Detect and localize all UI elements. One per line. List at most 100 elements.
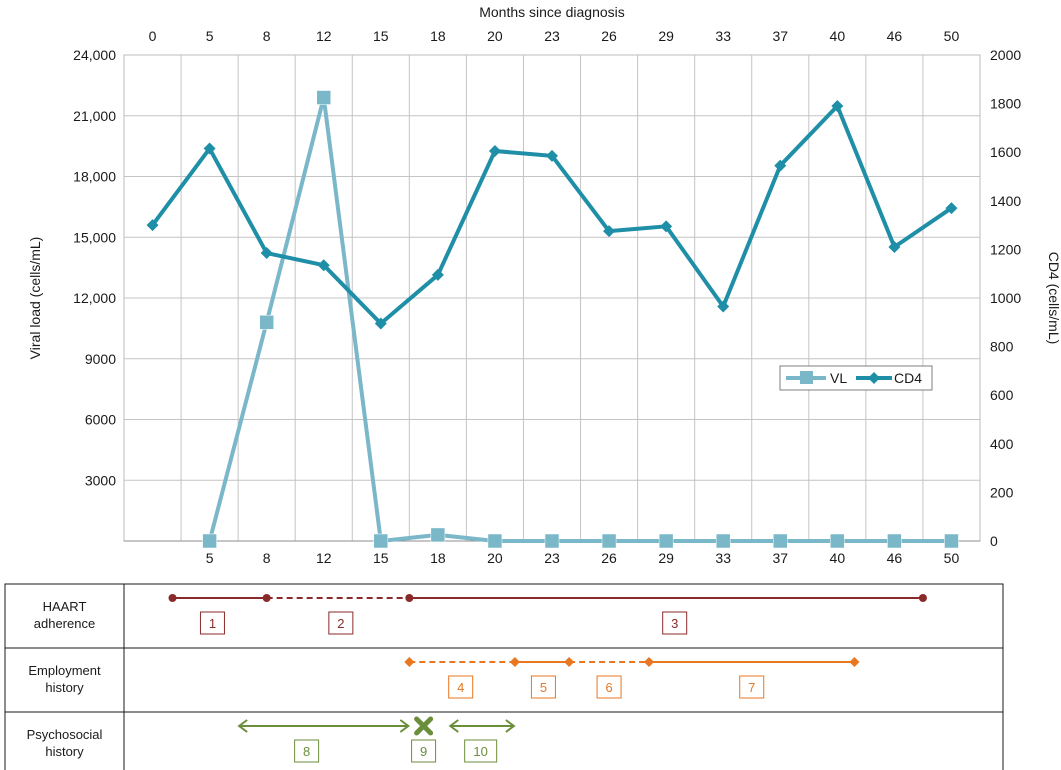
timeline-number-box — [199, 611, 225, 635]
series-point-cd4 — [717, 300, 730, 313]
timeline-number-box — [464, 739, 498, 763]
bottom-tick-label: 33 — [715, 550, 731, 566]
bottom-tick-label: 20 — [487, 550, 503, 566]
top-tick-label: 37 — [772, 28, 788, 44]
top-tick-label: 50 — [944, 28, 960, 44]
timeline-marker-dot — [918, 594, 927, 602]
top-axis-title: Months since diagnosis — [479, 4, 625, 20]
series-point-vl — [658, 533, 674, 549]
right-tick-label: 800 — [990, 339, 1014, 355]
series-point-cd4 — [660, 220, 673, 233]
right-tick-label: 1200 — [990, 241, 1021, 257]
timeline-arrowhead-left — [448, 719, 459, 733]
right-tick-label: 1400 — [990, 193, 1021, 209]
bottom-tick-label: 23 — [544, 550, 560, 566]
series-point-vl — [544, 533, 560, 549]
timeline-number-label: 6 — [605, 680, 612, 695]
timeline-arrowhead-right — [505, 719, 516, 733]
series-point-vl — [259, 315, 274, 330]
series-point-vl — [430, 527, 446, 543]
timeline-row-label: history — [45, 744, 84, 759]
right-axis-title: CD4 (cells/mL) — [1046, 252, 1061, 345]
timeline-number-box — [662, 611, 688, 635]
top-tick-label: 18 — [430, 28, 446, 44]
timeline-marker-dot — [405, 594, 414, 602]
series-line-vl — [207, 95, 952, 543]
series-point-cd4 — [374, 317, 387, 330]
bottom-tick-label: 8 — [263, 550, 271, 566]
right-tick-label: 600 — [990, 387, 1014, 403]
right-tick-label: 0 — [990, 533, 998, 549]
left-axis-title: Viral load (cells/mL) — [27, 237, 43, 360]
timeline-marker-dot — [262, 594, 271, 602]
series-point-vl — [373, 533, 389, 549]
timeline-number-box — [530, 675, 556, 699]
timeline-cross-mark — [414, 716, 434, 736]
legend-label-cd4: CD4 — [894, 370, 922, 386]
bottom-tick-label: 5 — [206, 550, 214, 566]
timeline-number-label: 7 — [748, 680, 755, 695]
top-tick-label: 33 — [715, 28, 731, 44]
timeline-number-box — [596, 675, 622, 699]
right-tick-label: 2000 — [990, 47, 1021, 63]
bottom-tick-label: 40 — [830, 550, 846, 566]
series-point-cd4 — [488, 144, 501, 157]
left-tick-label: 18,000 — [73, 169, 116, 185]
bottom-tick-label: 18 — [430, 550, 446, 566]
bottom-tick-label: 12 — [316, 550, 332, 566]
series-point-vl — [601, 533, 617, 549]
timeline-number-label: 8 — [303, 744, 310, 759]
timeline-marker-dot — [168, 594, 177, 602]
timeline-marker-diamond — [644, 657, 655, 667]
legend-marker-vl — [800, 371, 813, 384]
series-line-cd4 — [150, 104, 953, 326]
timeline-row-label: Employment — [28, 663, 101, 678]
top-tick-label: 20 — [487, 28, 503, 44]
bottom-tick-label: 46 — [887, 550, 903, 566]
series-point-cd4 — [603, 225, 616, 238]
timeline-number-label: 3 — [671, 616, 678, 631]
timeline-row-label: HAART — [43, 599, 87, 614]
right-tick-label: 400 — [990, 436, 1014, 452]
left-tick-label: 6000 — [85, 412, 116, 428]
timeline-row-label: adherence — [34, 616, 95, 631]
series-point-cd4 — [546, 149, 558, 162]
top-tick-label: 5 — [206, 28, 214, 44]
series-point-vl — [773, 533, 788, 549]
timeline-marker-diamond — [849, 657, 860, 667]
series-point-cd4 — [260, 247, 273, 260]
series-point-vl — [887, 533, 902, 549]
top-tick-label: 26 — [601, 28, 617, 44]
top-tick-label: 12 — [316, 28, 332, 44]
timeline-number-box — [411, 739, 437, 763]
bottom-tick-label: 37 — [772, 550, 788, 566]
series-point-cd4 — [146, 219, 159, 232]
series-point-cd4 — [888, 240, 901, 253]
timeline-arrowhead-right — [399, 719, 411, 733]
series-point-vl — [944, 533, 959, 549]
timeline-number-label: 9 — [420, 744, 427, 759]
timeline-number-box — [294, 739, 320, 763]
timeline-number-label: 10 — [473, 744, 487, 759]
timeline-number-box — [328, 611, 354, 635]
legend-marker-cd4 — [868, 372, 880, 384]
timeline-number-label: 4 — [457, 680, 464, 695]
left-tick-label: 24,000 — [73, 47, 116, 63]
bottom-tick-label: 29 — [658, 550, 674, 566]
top-tick-label: 0 — [149, 28, 157, 44]
bottom-tick-label: 26 — [601, 550, 617, 566]
left-tick-label: 9000 — [85, 351, 116, 367]
left-tick-label: 21,000 — [73, 108, 116, 124]
series-point-cd4 — [317, 259, 330, 272]
top-tick-label: 15 — [373, 28, 389, 44]
timeline-marker-diamond — [564, 657, 575, 667]
series-point-vl — [316, 90, 331, 105]
legend-label-vl: VL — [830, 370, 847, 386]
right-tick-label: 1000 — [990, 290, 1021, 306]
series-point-vl — [202, 533, 217, 549]
timeline-arrowhead-left — [237, 719, 248, 733]
series-point-cd4 — [945, 202, 958, 215]
series-point-vl — [830, 533, 845, 549]
timeline-table — [4, 583, 1004, 770]
